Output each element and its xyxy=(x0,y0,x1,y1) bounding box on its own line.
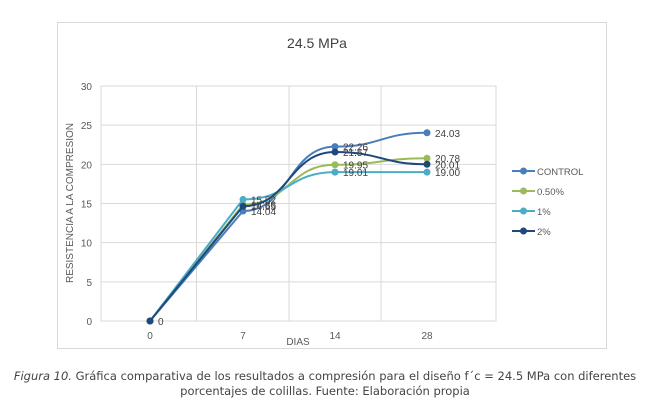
legend-label: CONTROL xyxy=(537,167,583,178)
chart-frame xyxy=(57,22,607,349)
figure-label: Figura 10. xyxy=(13,369,72,383)
data-label: 19.01 xyxy=(343,168,368,179)
data-point xyxy=(331,161,339,169)
legend-marker xyxy=(520,167,527,175)
data-label: 22.26 xyxy=(343,143,368,154)
chart-title: 24.5 MPa xyxy=(287,35,347,51)
y-axis-label: RESISTENCIA A LA COMPRESION xyxy=(65,123,76,283)
data-point xyxy=(423,129,431,137)
y-tick-label: 30 xyxy=(81,82,93,93)
data-point xyxy=(331,143,339,151)
legend-label: 0.50% xyxy=(537,187,564,198)
x-tick-label: 0 xyxy=(147,331,153,342)
data-point xyxy=(423,154,431,162)
legend-label: 2% xyxy=(537,227,551,238)
data-point xyxy=(239,195,247,203)
x-tick-label: 28 xyxy=(421,331,433,342)
legend-label: 1% xyxy=(537,207,551,218)
data-label: 21.57 xyxy=(343,148,368,159)
y-tick-label: 10 xyxy=(81,239,93,250)
data-label: 24.03 xyxy=(435,129,460,140)
legend-marker xyxy=(520,187,527,195)
series-line-2% xyxy=(149,151,428,322)
series-line-CONTROL xyxy=(149,131,428,322)
line-chart: 0 5 10 15 20 25 30 0 7 14 28 24.5 MPa DIAS RESISTENCI… xyxy=(65,35,583,348)
data-point xyxy=(423,168,431,176)
caption-line2: porcentajes de colillas. Fuente: Elabora… xyxy=(180,384,470,398)
y-tick-label: 0 xyxy=(86,317,92,328)
data-label: 0 xyxy=(158,317,164,328)
data-label: 19.00 xyxy=(435,168,460,179)
data-point xyxy=(331,168,339,176)
data-point xyxy=(146,317,154,325)
y-tick-label: 15 xyxy=(81,200,93,211)
data-point xyxy=(331,148,339,156)
legend-marker xyxy=(520,207,527,215)
y-tick-label: 25 xyxy=(81,121,93,132)
figure-caption: Figura 10. Gráfica comparativa de los re… xyxy=(0,369,650,399)
data-label: 14.04 xyxy=(251,207,276,218)
data-label: 14.65 xyxy=(251,202,276,213)
data-point xyxy=(423,160,431,168)
x-tick-label: 14 xyxy=(329,331,341,342)
data-point xyxy=(239,202,247,210)
y-tick-label: 20 xyxy=(81,160,93,171)
x-tick-label: 7 xyxy=(240,331,246,342)
x-axis-label: DIAS xyxy=(286,337,310,348)
caption-text: Gráfica comparativa de los resultados a … xyxy=(71,369,637,383)
data-label: 19.95 xyxy=(343,161,368,172)
data-label: 20.01 xyxy=(435,160,460,171)
data-label: 20.78 xyxy=(435,154,460,165)
y-tick-label: 5 xyxy=(86,278,92,289)
legend-marker xyxy=(520,227,527,235)
data-label: 14.86 xyxy=(251,201,276,212)
